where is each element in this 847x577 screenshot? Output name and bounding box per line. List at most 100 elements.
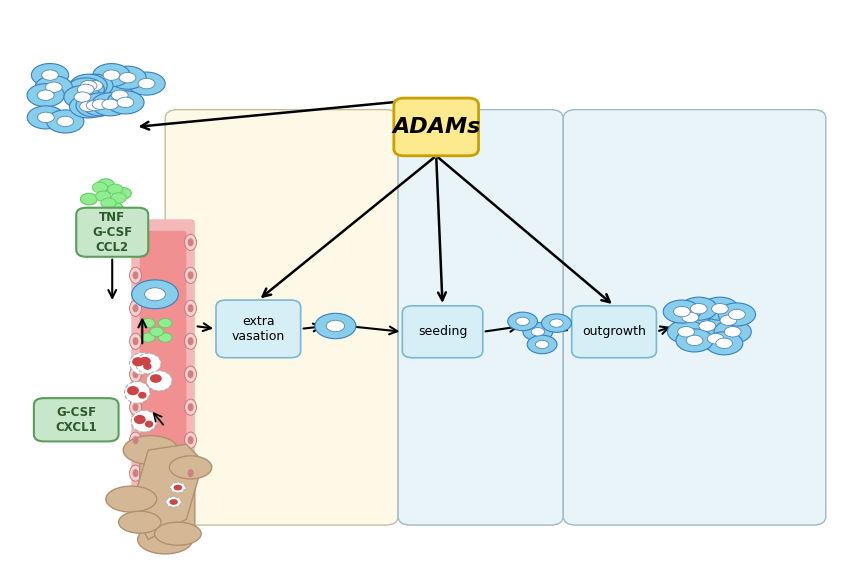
- Ellipse shape: [701, 297, 739, 320]
- Ellipse shape: [158, 319, 172, 328]
- FancyBboxPatch shape: [140, 450, 195, 542]
- Ellipse shape: [185, 300, 197, 316]
- Ellipse shape: [169, 456, 212, 479]
- FancyBboxPatch shape: [402, 306, 483, 358]
- Ellipse shape: [42, 70, 58, 80]
- Ellipse shape: [158, 333, 172, 342]
- Ellipse shape: [46, 82, 62, 92]
- Ellipse shape: [124, 436, 179, 464]
- Ellipse shape: [716, 338, 733, 349]
- Ellipse shape: [710, 309, 747, 332]
- Ellipse shape: [188, 403, 193, 411]
- Ellipse shape: [550, 319, 563, 327]
- Ellipse shape: [37, 112, 54, 122]
- Circle shape: [106, 202, 123, 213]
- Ellipse shape: [57, 117, 74, 127]
- Ellipse shape: [127, 386, 139, 395]
- Ellipse shape: [47, 110, 84, 133]
- Ellipse shape: [93, 63, 130, 87]
- Ellipse shape: [188, 304, 193, 312]
- Ellipse shape: [718, 303, 756, 326]
- Text: seeding: seeding: [418, 325, 468, 338]
- Ellipse shape: [130, 300, 141, 316]
- Ellipse shape: [720, 315, 737, 325]
- Circle shape: [92, 182, 108, 193]
- Ellipse shape: [154, 522, 202, 545]
- Ellipse shape: [130, 234, 141, 250]
- Ellipse shape: [188, 436, 193, 444]
- Ellipse shape: [535, 340, 549, 349]
- Ellipse shape: [728, 309, 745, 320]
- Circle shape: [114, 188, 131, 199]
- Ellipse shape: [714, 320, 751, 343]
- Ellipse shape: [169, 499, 178, 505]
- Ellipse shape: [185, 333, 197, 349]
- Ellipse shape: [188, 271, 193, 279]
- Ellipse shape: [673, 306, 690, 317]
- Ellipse shape: [680, 297, 717, 320]
- Ellipse shape: [667, 320, 705, 343]
- Ellipse shape: [37, 90, 54, 100]
- Ellipse shape: [67, 78, 104, 101]
- Circle shape: [108, 184, 123, 194]
- Ellipse shape: [145, 288, 165, 301]
- Ellipse shape: [527, 335, 557, 354]
- Ellipse shape: [134, 415, 146, 424]
- Ellipse shape: [185, 432, 197, 448]
- Circle shape: [111, 193, 126, 203]
- Ellipse shape: [119, 511, 161, 533]
- Ellipse shape: [711, 304, 728, 314]
- Ellipse shape: [91, 93, 129, 116]
- Ellipse shape: [133, 403, 138, 411]
- Ellipse shape: [103, 70, 120, 80]
- Ellipse shape: [27, 84, 64, 107]
- Circle shape: [101, 198, 116, 208]
- Polygon shape: [131, 444, 203, 539]
- Ellipse shape: [130, 353, 155, 374]
- Ellipse shape: [185, 234, 197, 250]
- Ellipse shape: [35, 76, 72, 99]
- Circle shape: [96, 191, 111, 201]
- Ellipse shape: [132, 357, 144, 366]
- Ellipse shape: [77, 84, 94, 95]
- Ellipse shape: [150, 327, 163, 336]
- Ellipse shape: [185, 267, 197, 283]
- Ellipse shape: [724, 327, 741, 337]
- Ellipse shape: [27, 106, 64, 129]
- Ellipse shape: [31, 63, 69, 87]
- Ellipse shape: [188, 370, 193, 379]
- Ellipse shape: [523, 323, 553, 341]
- Ellipse shape: [131, 280, 179, 309]
- Ellipse shape: [69, 95, 107, 118]
- Ellipse shape: [102, 99, 119, 110]
- Ellipse shape: [70, 74, 108, 98]
- Ellipse shape: [101, 84, 138, 107]
- Ellipse shape: [74, 92, 91, 102]
- Ellipse shape: [166, 497, 181, 507]
- Ellipse shape: [507, 312, 538, 331]
- Ellipse shape: [706, 332, 743, 355]
- FancyBboxPatch shape: [140, 231, 186, 485]
- Ellipse shape: [130, 366, 141, 383]
- Ellipse shape: [315, 313, 356, 339]
- Ellipse shape: [133, 337, 138, 345]
- Ellipse shape: [76, 94, 113, 117]
- Ellipse shape: [64, 85, 101, 108]
- Ellipse shape: [130, 267, 141, 283]
- Ellipse shape: [136, 353, 161, 374]
- Ellipse shape: [697, 327, 734, 350]
- Ellipse shape: [130, 399, 141, 415]
- Ellipse shape: [130, 432, 141, 448]
- Ellipse shape: [707, 334, 724, 344]
- Ellipse shape: [676, 329, 713, 352]
- Ellipse shape: [686, 335, 703, 346]
- Ellipse shape: [690, 304, 707, 314]
- Ellipse shape: [143, 363, 152, 370]
- Ellipse shape: [86, 100, 103, 111]
- Text: ADAMs: ADAMs: [392, 117, 480, 137]
- Circle shape: [89, 208, 106, 219]
- Ellipse shape: [80, 81, 97, 91]
- Ellipse shape: [531, 328, 545, 336]
- Ellipse shape: [541, 314, 572, 332]
- Ellipse shape: [678, 327, 695, 337]
